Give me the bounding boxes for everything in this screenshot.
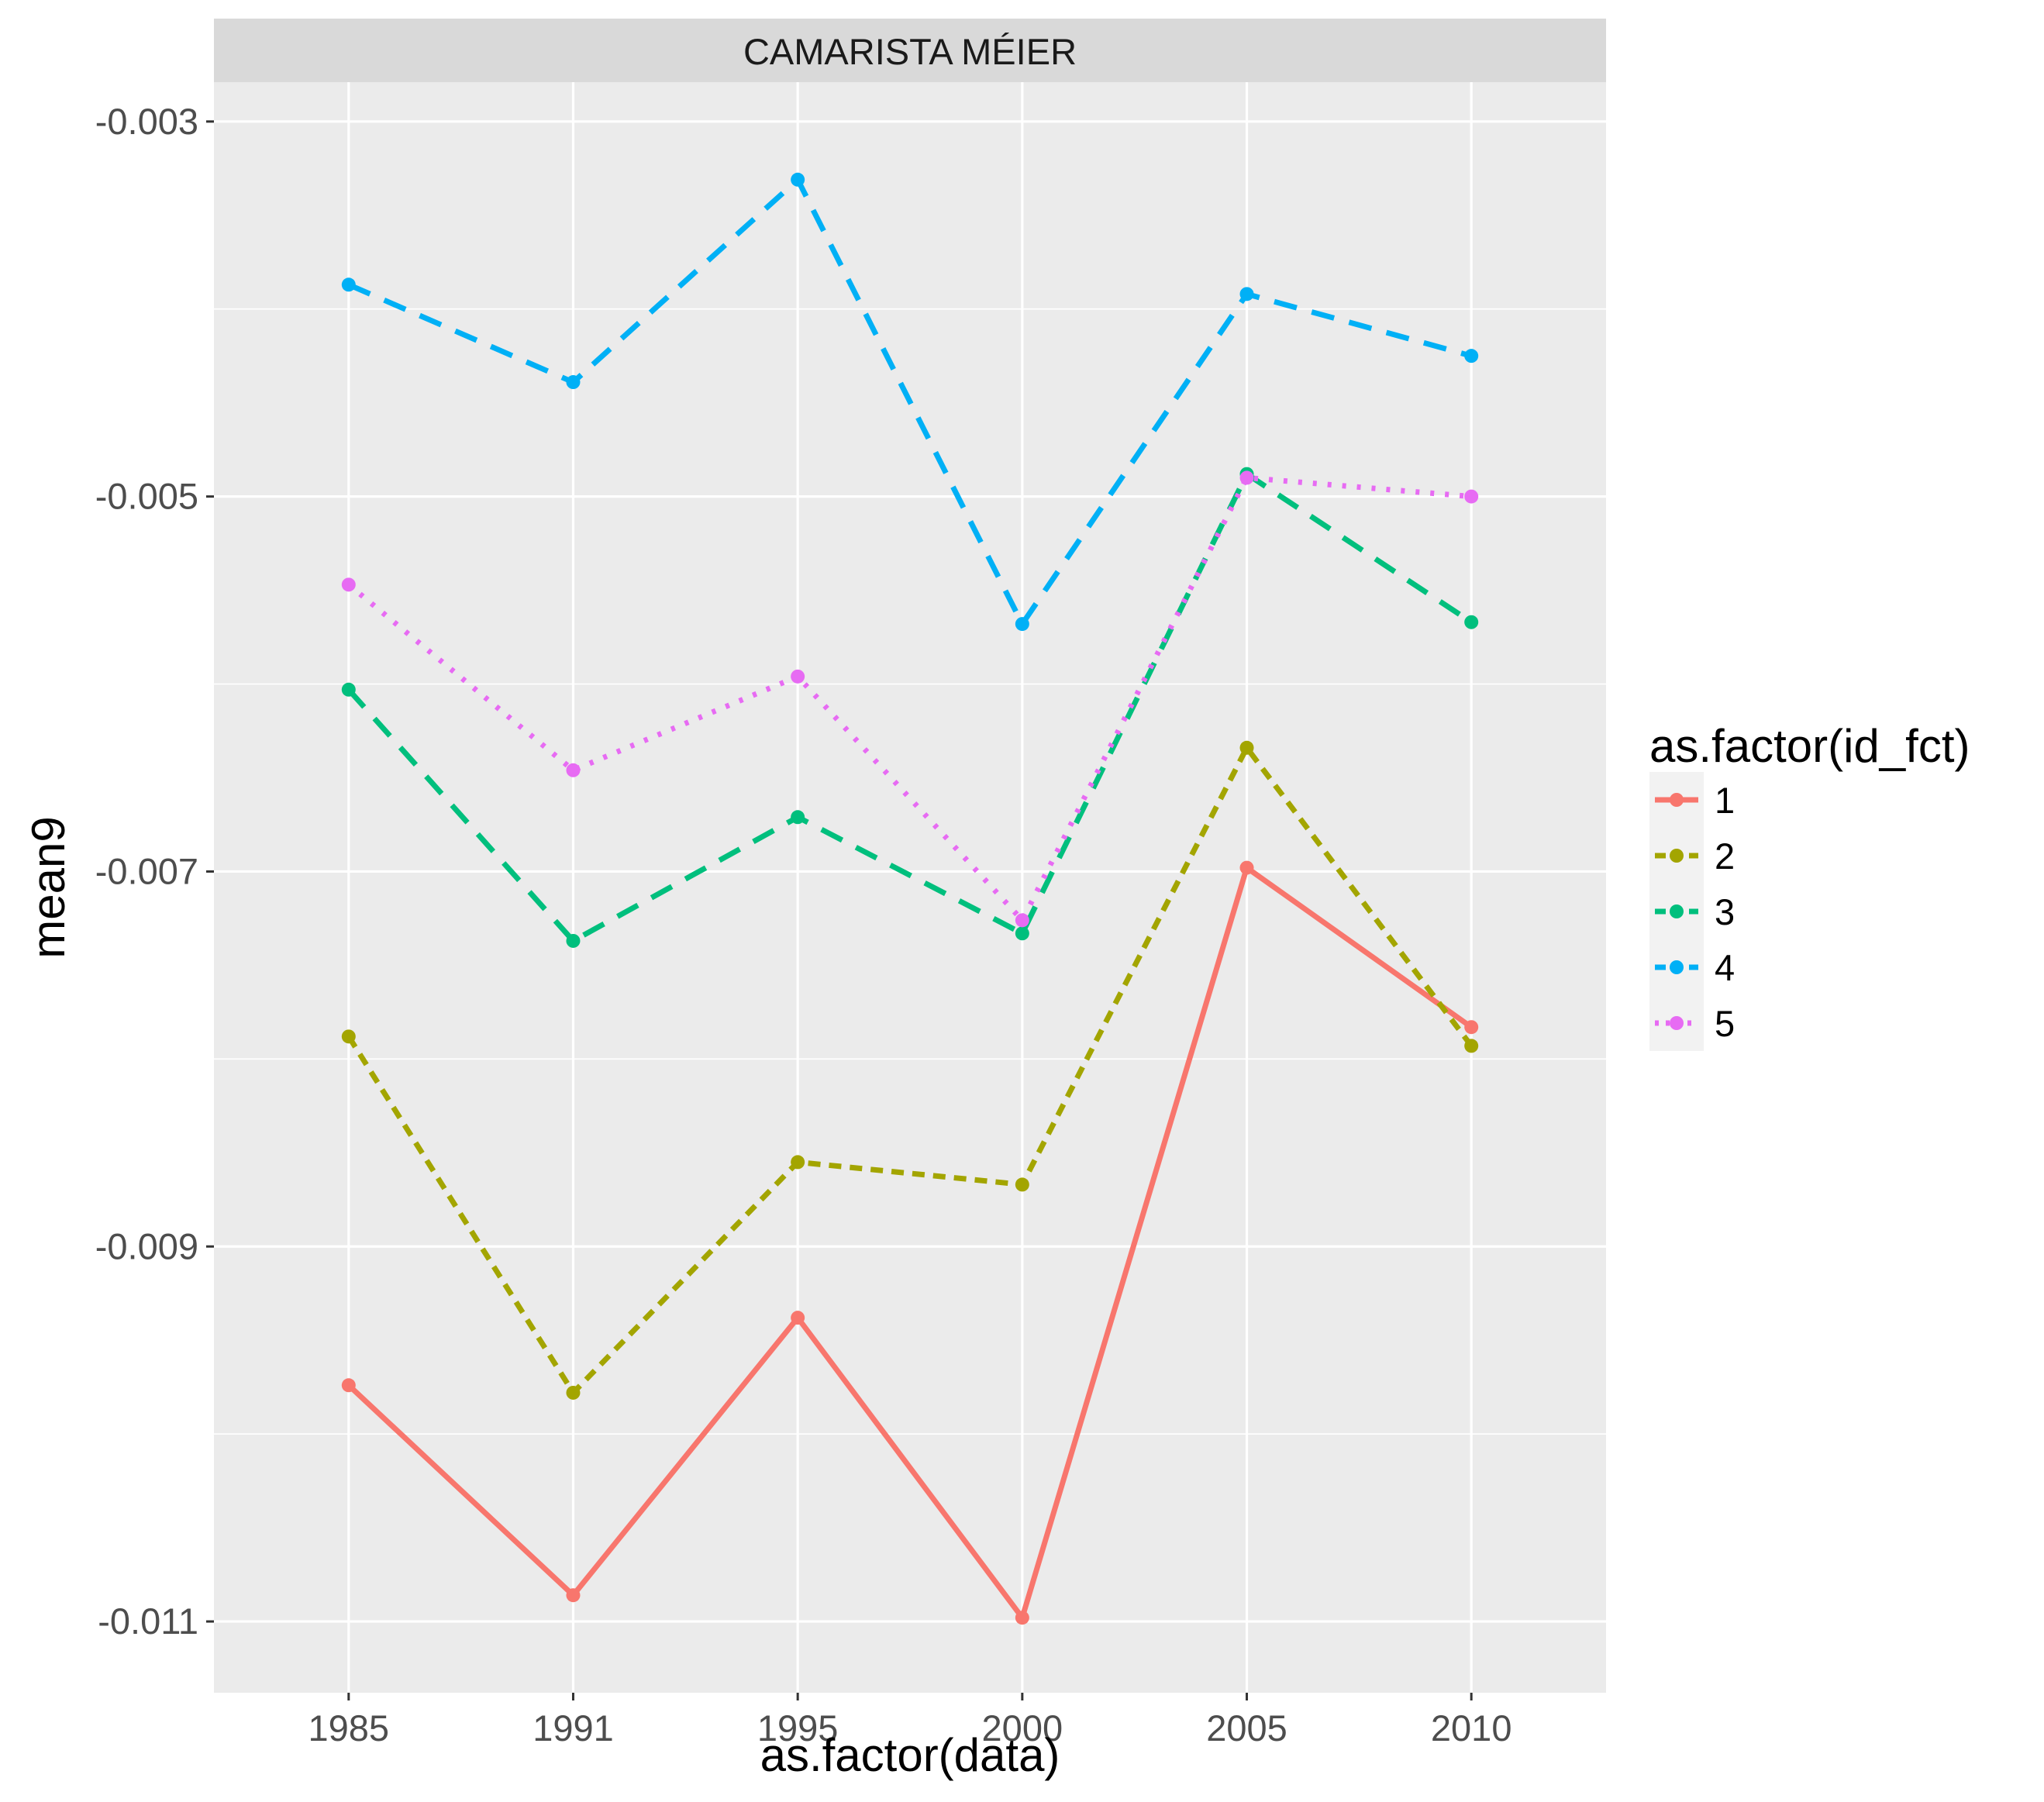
data-point-series-1: [791, 1311, 805, 1325]
data-point-series-2: [341, 1029, 356, 1044]
y-axis-title: mean9: [22, 816, 74, 958]
data-point-series-1: [1464, 1020, 1479, 1035]
facet-strip: [214, 19, 1606, 82]
data-point-series-4: [1015, 617, 1029, 632]
data-point-series-2: [566, 1385, 581, 1400]
legend-label-3: 3: [1715, 891, 1735, 932]
x-axis-title: as.factor(data): [760, 1729, 1060, 1781]
legend-label-2: 2: [1715, 836, 1735, 877]
y-tick-label: -0.005: [95, 476, 198, 517]
data-point-series-5: [1464, 489, 1479, 504]
data-point-series-5: [791, 669, 805, 684]
legend-key-point: [1670, 960, 1684, 974]
data-point-series-4: [341, 277, 356, 292]
legend: 1 2 3 4 5: [1649, 772, 1735, 1051]
data-point-series-1: [341, 1378, 356, 1393]
x-tick-label: 1985: [308, 1707, 390, 1749]
data-point-series-3: [1464, 615, 1479, 629]
series-line-1: [346, 865, 1474, 1621]
y-tick-label: -0.009: [95, 1225, 198, 1266]
data-point-series-2: [1015, 1177, 1029, 1192]
x-tick-label: 1995: [757, 1707, 839, 1749]
data-point-series-2: [1464, 1039, 1479, 1053]
data-point-series-5: [341, 577, 356, 592]
facet-strip-label: CAMARISTA MÉIER: [743, 31, 1077, 72]
data-point-series-3: [566, 933, 581, 948]
x-tick-label: 1991: [533, 1707, 614, 1749]
y-tick-label: -0.003: [95, 101, 198, 142]
legend-label-5: 5: [1715, 1003, 1735, 1044]
legend-key-point: [1670, 849, 1684, 863]
data-point-series-4: [566, 375, 581, 390]
x-axis: 1985 1991 1995 2000 2005 2010: [308, 1693, 1512, 1749]
legend-label-1: 1: [1715, 780, 1735, 821]
data-point-series-1: [1015, 1611, 1029, 1625]
x-tick-label: 2000: [982, 1707, 1063, 1749]
data-point-series-1: [1239, 860, 1254, 875]
data-point-series-4: [791, 172, 805, 187]
x-tick-label: 2010: [1431, 1707, 1512, 1749]
x-tick-label: 2005: [1206, 1707, 1287, 1749]
legend-key-point: [1670, 793, 1684, 807]
data-point-series-5: [1239, 470, 1254, 485]
series-layer: [341, 172, 1479, 1625]
panel-background: [214, 82, 1606, 1693]
data-point-series-5: [1015, 913, 1029, 928]
legend-key-point: [1670, 1016, 1684, 1030]
data-point-series-1: [566, 1588, 581, 1603]
series-line-5: [346, 474, 1472, 923]
data-point-series-4: [1239, 287, 1254, 301]
major-gridlines: [214, 82, 1606, 1693]
series-line-4: [347, 177, 1473, 627]
data-point-series-2: [1239, 740, 1254, 755]
minor-gridlines: [214, 308, 1606, 1435]
y-axis: -0.003 -0.005 -0.007 -0.009 -0.011: [95, 101, 214, 1642]
y-tick-label: -0.011: [98, 1600, 198, 1642]
data-point-series-3: [791, 810, 805, 825]
data-point-series-2: [791, 1155, 805, 1170]
data-point-series-3: [1015, 926, 1029, 941]
legend-label-4: 4: [1715, 947, 1735, 988]
data-point-series-4: [1464, 349, 1479, 364]
data-point-series-3: [341, 682, 356, 697]
y-tick-label: -0.007: [95, 850, 198, 891]
legend-key-point: [1670, 904, 1684, 918]
data-point-series-5: [566, 763, 581, 777]
series-line-3: [346, 471, 1474, 944]
legend-title: as.factor(id_fct): [1649, 720, 1970, 772]
